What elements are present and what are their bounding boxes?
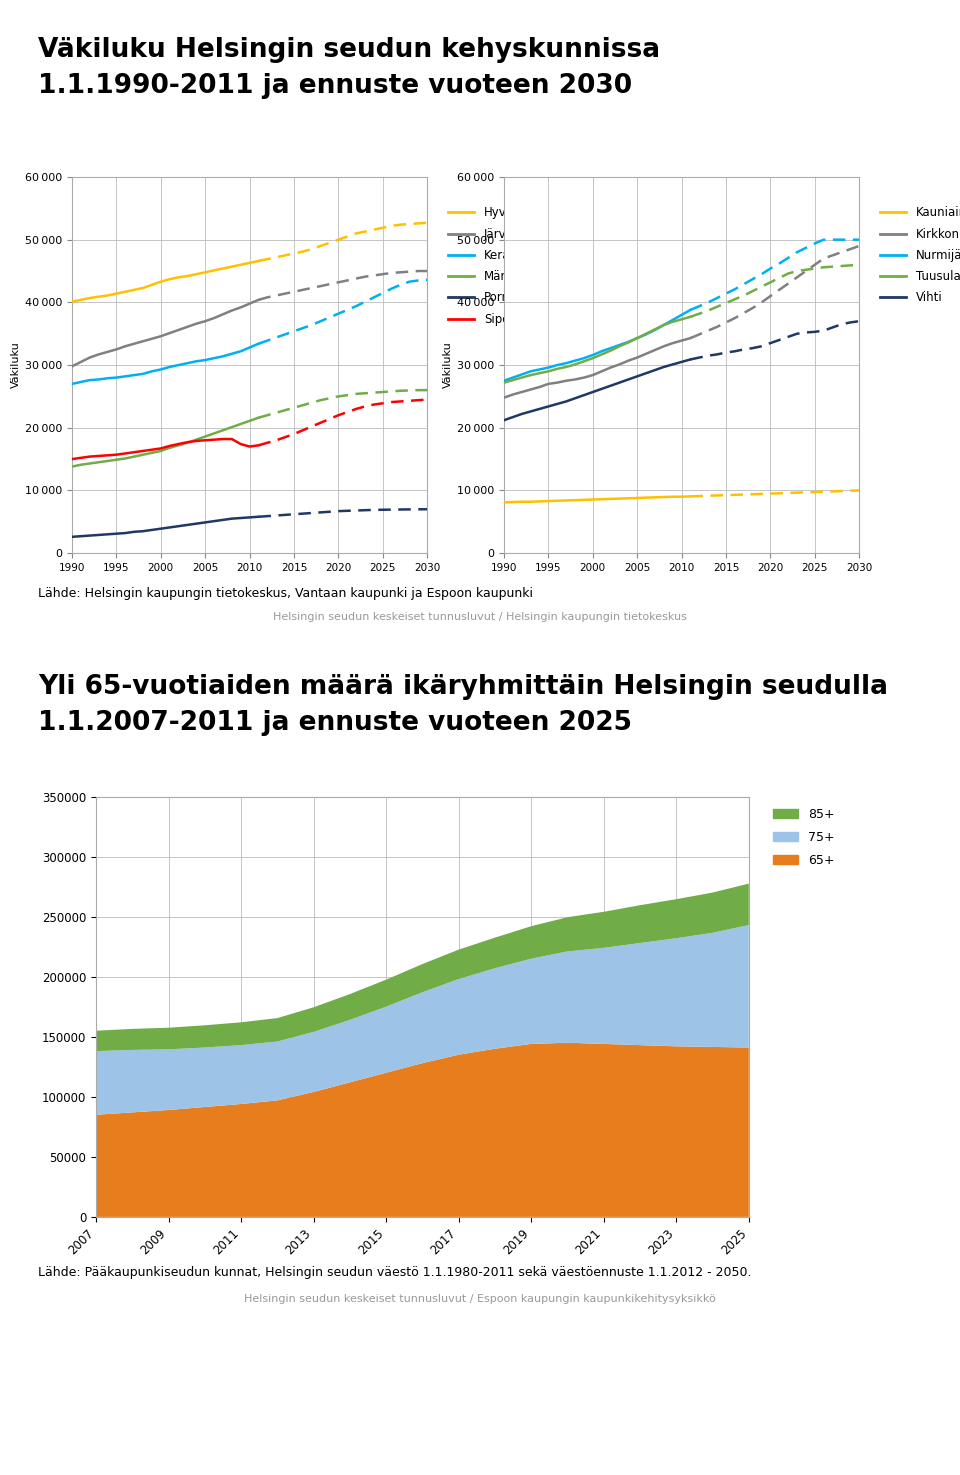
Text: Helsingin seudun keskeiset tunnusluvut / Espoon kaupungin kaupunkikehitysyksikkö: Helsingin seudun keskeiset tunnusluvut /… — [244, 1294, 716, 1304]
Text: Lähde: Pääkaupunkiseudun kunnat, Helsingin seudun väestö 1.1.1980-2011 sekä väes: Lähde: Pääkaupunkiseudun kunnat, Helsing… — [38, 1266, 752, 1279]
Legend: Hyvinkää, Järvenpää, Kerava, Mäntsälä, Pornainen, Sipoo: Hyvinkää, Järvenpää, Kerava, Mäntsälä, P… — [444, 202, 548, 330]
Text: Lähde: Helsingin kaupungin tietokeskus, Vantaan kaupunki ja Espoon kaupunki: Lähde: Helsingin kaupungin tietokeskus, … — [38, 587, 534, 600]
Text: Yli 65-vuotiaiden määrä ikäryhmittäin Helsingin seudulla
1.1.2007-2011 ja ennust: Yli 65-vuotiaiden määrä ikäryhmittäin He… — [38, 674, 888, 736]
Text: Väkiluku Helsingin seudun kehyskunnissa
1.1.1990-2011 ja ennuste vuoteen 2030: Väkiluku Helsingin seudun kehyskunnissa … — [38, 37, 660, 99]
Y-axis label: Väkiluku: Väkiluku — [11, 342, 21, 388]
Legend: Kauniainen, Kirkkonummi, Nurmijärvi, Tuusula, Vihti: Kauniainen, Kirkkonummi, Nurmijärvi, Tuu… — [876, 202, 960, 310]
Text: Helsingin seudun keskeiset tunnusluvut / Helsingin kaupungin tietokeskus: Helsingin seudun keskeiset tunnusluvut /… — [273, 612, 687, 622]
Legend: 85+, 75+, 65+: 85+, 75+, 65+ — [768, 802, 840, 872]
Y-axis label: Väkiluku: Väkiluku — [443, 342, 453, 388]
